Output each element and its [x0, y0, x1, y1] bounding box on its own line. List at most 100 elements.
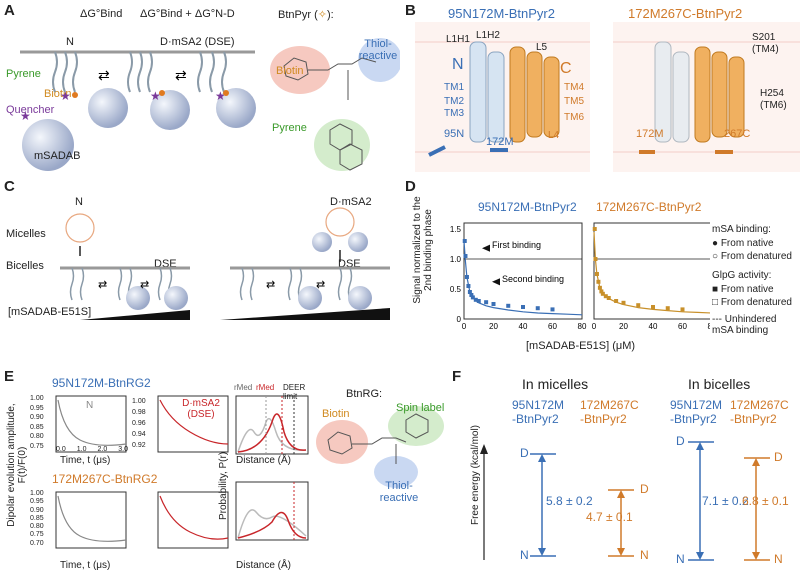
panel-letter-f: F	[452, 368, 462, 385]
label-tm3: TM3	[444, 108, 464, 119]
x-tick-label: 60	[548, 322, 557, 331]
pyrene-label: Pyrene	[6, 68, 41, 80]
y-tick-label: 1.0	[450, 255, 462, 264]
data-point	[665, 306, 670, 311]
data-point	[603, 294, 608, 299]
yticks-bottom: 1.00 0.95 0.90 0.85 0.80 0.75 0.70	[30, 490, 44, 547]
dg-bind-label: ΔG°Bind	[80, 8, 123, 20]
f-n-3: N	[676, 552, 685, 566]
data-point	[462, 239, 467, 243]
y-tick-label: 0	[457, 315, 462, 324]
data-point	[550, 307, 555, 312]
panel-e-top-title: 95N172M-BtnRG2	[52, 376, 151, 390]
panel-letter-e: E	[4, 368, 15, 385]
yticks-top-left: 1.00 0.95 0.90 0.85 0.80 0.75	[30, 395, 44, 450]
deer-limit-label: DEER limit	[283, 383, 306, 401]
data-point	[614, 299, 619, 303]
panel-c-schematic: ⇄ ⇄ ⇄ ⇄	[60, 207, 390, 320]
x-tick-label: 80	[708, 322, 710, 331]
data-point	[491, 302, 496, 306]
energy-value-2: 4.7 ± 0.1	[586, 510, 633, 524]
label-c-terminus: C	[560, 60, 572, 77]
open-square-icon: □	[712, 297, 719, 308]
f-d-1: D	[520, 446, 529, 460]
panel-e-xlabel-bottom: Time, t (μs)	[60, 560, 111, 571]
fit-curve	[463, 240, 583, 316]
panel-letter-c: C	[4, 178, 15, 195]
panel-e-n-label: N	[86, 400, 94, 411]
data-point	[592, 227, 597, 231]
x-tick-label: 20	[489, 322, 498, 331]
f-d-3: D	[676, 434, 685, 448]
panel-d-right-title: 172M267C-BtnPyr2	[596, 200, 702, 214]
trace-d-bottom	[159, 495, 229, 540]
svg-text:★: ★	[215, 89, 226, 103]
label-h254: H254	[760, 88, 784, 99]
btnrg-spin-label: Spin label	[396, 402, 445, 414]
panel-c-micelles-label: Micelles	[6, 228, 46, 240]
panel-b-left-title: 95N172M-BtnPyr2	[448, 6, 555, 21]
data-point	[506, 303, 511, 308]
btnpyr-thiol-label: Thiol-reactive	[358, 38, 398, 62]
panel-e-xlabel-top: Time, t (μs)	[60, 455, 111, 466]
panel-c-titrant-label: [mSADAB-E51S]	[8, 306, 92, 318]
msadab-label: mSADAB	[34, 150, 81, 162]
btnrg-thiol-label: Thiol-reactive	[379, 480, 419, 504]
panel-d-xlabel: [mSADAB-E51S] (μM)	[526, 340, 636, 352]
annotation-first-binding: First binding	[492, 240, 541, 250]
data-point	[636, 303, 641, 308]
panel-letter-a: A	[4, 2, 15, 19]
data-point	[521, 305, 525, 309]
x-tick-label: 40	[649, 322, 658, 331]
legend-glpg-native: ■ From native	[712, 284, 774, 295]
data-point	[469, 293, 474, 297]
data-point	[466, 284, 471, 288]
x-tick-label: 20	[619, 322, 628, 331]
panel-f-energy-diagram	[480, 441, 770, 561]
legend-msa-denatured: ○ From denatured	[712, 251, 792, 262]
svg-text:⇄: ⇄	[98, 279, 107, 291]
panel-b-structures	[415, 22, 800, 172]
panel-e-deer-traces	[55, 395, 229, 549]
panel-d-left-title: 95N172M-BtnPyr2	[478, 200, 577, 214]
data-point	[463, 254, 468, 258]
panel-b-right-title: 172M267C-BtnPyr2	[628, 6, 743, 21]
label-tm5: TM5	[564, 96, 584, 107]
panel-f-title-left: In micelles	[522, 376, 589, 392]
data-point	[473, 297, 478, 302]
tticks-top: 0.0 1.0 2.0 3.0	[56, 446, 128, 453]
btnpyr-title: BtnPyr (✧):	[278, 9, 334, 21]
legend-glpg-title: GlpG activity:	[712, 270, 772, 281]
panel-d-chart: 0 20 40 60 80 0 0.5 1.0 1.5 First binding Second b…	[450, 222, 710, 331]
titrant-wedge-left	[80, 310, 190, 320]
btnpyr-icon: ✧	[317, 9, 327, 21]
label-95n: 95N	[444, 128, 465, 140]
group-3-name: 95N172M -BtnPyr2	[670, 398, 723, 426]
group-1-name: 95N172M -BtnPyr2	[512, 398, 565, 426]
data-point	[484, 300, 489, 305]
x-tick-label: 0	[592, 322, 597, 331]
data-point	[593, 257, 598, 261]
yticks-top-right: 1.00 0.98 0.96 0.94 0.92	[132, 398, 146, 449]
btnrg-structure	[316, 406, 444, 488]
y-tick-label: 1.5	[450, 225, 462, 234]
label-s201: S201	[752, 32, 776, 43]
f-n-2: N	[640, 548, 649, 562]
chart-frame	[593, 222, 710, 320]
label-l4: L4	[548, 130, 560, 141]
dg-bind-nd-label: ΔG°Bind + ΔG°N-D	[140, 8, 235, 20]
filled-circle-icon: ●	[712, 238, 719, 249]
data-point	[596, 279, 601, 284]
label-172m: 172M	[486, 136, 514, 148]
label-l1h1: L1H1	[446, 34, 470, 45]
f-d-4: D	[774, 450, 783, 464]
trace-d-top	[159, 399, 229, 445]
data-point	[464, 275, 469, 279]
arrow-95n-icon	[428, 145, 446, 157]
panel-e-bottom-title: 172M267C-BtnRG2	[52, 472, 158, 486]
data-point	[600, 291, 605, 296]
panel-f-title-right: In bicelles	[688, 376, 751, 392]
panel-c-d-label: D·mSA2	[330, 196, 372, 208]
label-tm1: TM1	[444, 82, 464, 93]
first-binding-pointer-icon	[482, 244, 490, 252]
